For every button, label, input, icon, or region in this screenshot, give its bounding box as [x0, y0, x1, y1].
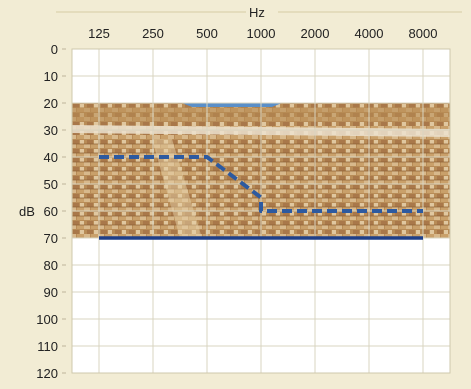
y-tick-label: 100: [36, 312, 58, 327]
x-tick-label: 2000: [301, 26, 330, 41]
y-axis-label: dB: [19, 204, 35, 219]
x-axis-label: Hz: [249, 5, 265, 20]
x-tick-label: 1000: [247, 26, 276, 41]
y-tick-label: 50: [44, 177, 58, 192]
photo-aisle: [152, 139, 202, 238]
y-tick-label: 60: [44, 204, 58, 219]
y-tick-label: 40: [44, 150, 58, 165]
y-tick-label: 10: [44, 69, 58, 84]
hearing-threshold-line: [99, 155, 423, 213]
x-tick-label: 8000: [409, 26, 438, 41]
y-tick-label: 30: [44, 123, 58, 138]
x-tick-labels: 125 250 500 1000 2000 4000 8000: [88, 26, 437, 41]
y-tick-label: 80: [44, 258, 58, 273]
y-tick-labels: 0 10 20 30 40 50 60 70 80 90 100 110 120: [36, 42, 66, 381]
y-tick-label: 70: [44, 231, 58, 246]
y-tick-label: 0: [51, 42, 58, 57]
y-tick-label: 110: [37, 339, 58, 354]
x-tick-label: 500: [196, 26, 218, 41]
y-tick-label: 120: [36, 366, 58, 381]
y-tick-label: 90: [44, 285, 58, 300]
photo-sky: [182, 103, 282, 107]
plot-border: [71, 48, 451, 374]
x-tick-label: 4000: [355, 26, 384, 41]
series-layer: [98, 155, 424, 240]
x-tick-label: 125: [88, 26, 110, 41]
x-tick-label: 250: [142, 26, 164, 41]
y-tick-label: 20: [44, 96, 58, 111]
